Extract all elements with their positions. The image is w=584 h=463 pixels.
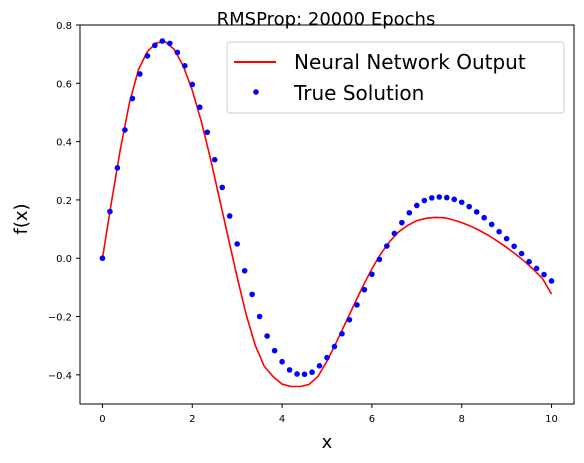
true-solution-point <box>196 104 203 111</box>
true-solution-point <box>548 278 555 284</box>
axis-ticks: 0 2 4 6 8 10 −0.4 −0.2 0.0 0.2 0.4 0.6 0.8 <box>48 21 558 425</box>
true-solution-point <box>376 256 383 263</box>
y-tick-label: 0.4 <box>56 138 72 149</box>
true-solution-point <box>144 53 151 59</box>
true-solution-point <box>129 95 136 102</box>
true-solution-point <box>167 40 173 47</box>
true-solution-point <box>249 291 255 298</box>
true-solution-point <box>541 271 547 278</box>
x-axis-label: x <box>322 432 333 453</box>
true-solution-point <box>406 209 413 216</box>
true-solution-point <box>481 214 487 221</box>
true-solution-point <box>211 156 218 163</box>
true-solution-point <box>234 241 240 247</box>
y-tick-label: 0.0 <box>56 254 72 265</box>
true-solution-point <box>496 228 502 235</box>
true-solution-point <box>189 81 196 88</box>
true-solution-point <box>137 71 143 77</box>
true-solution-point <box>219 184 226 191</box>
true-solution-point <box>122 127 128 133</box>
true-solution-point <box>526 258 532 265</box>
y-tick-label: −0.2 <box>48 313 72 324</box>
true-solution-point <box>286 367 293 373</box>
true-solution-point <box>414 202 420 209</box>
true-solution-point <box>533 265 540 272</box>
true-solution-point <box>503 235 510 242</box>
legend-frame <box>226 41 565 114</box>
y-tick-label: 0.2 <box>56 196 72 207</box>
true-solution-point <box>354 302 360 308</box>
chart-title: RMSProp: 20000 Epochs <box>217 9 436 30</box>
true-solution-point <box>301 371 308 378</box>
true-solution-point <box>316 363 323 369</box>
true-solution-point <box>294 371 300 377</box>
legend-label-true-solution: True Solution <box>293 81 424 105</box>
true-solution-point <box>279 358 285 365</box>
y-tick-label: −0.4 <box>48 371 72 382</box>
true-solution-point <box>256 313 263 320</box>
true-solution-point <box>99 255 106 262</box>
true-solution-point <box>451 196 458 203</box>
true-solution-point <box>473 209 480 215</box>
true-solution-point <box>174 49 181 56</box>
true-solution-point <box>331 343 338 350</box>
x-tick-label: 6 <box>369 414 375 425</box>
true-solution-point <box>428 195 435 201</box>
true-solution-point <box>346 316 353 323</box>
legend-label-neural-network-output: Neural Network Output <box>294 50 526 74</box>
axes-frame <box>79 24 575 405</box>
true-solution-point <box>181 63 188 69</box>
y-tick-label: 0.6 <box>56 79 72 90</box>
legend: Neural Network Output True Solution <box>226 41 565 114</box>
true-solution-point <box>339 330 345 337</box>
true-solution-point <box>511 243 517 250</box>
x-tick-label: 0 <box>99 414 105 425</box>
true-solution-point <box>518 250 525 257</box>
x-tick-label: 8 <box>459 414 465 425</box>
true-solution-point <box>466 203 473 210</box>
true-solution-point <box>458 199 465 206</box>
true-solution-point <box>324 354 330 361</box>
true-solution-point <box>488 221 495 228</box>
legend-marker-swatch <box>253 89 259 95</box>
true-solution-point <box>204 129 211 136</box>
y-tick-label: 0.8 <box>56 21 72 32</box>
true-solution-point <box>436 194 443 200</box>
true-solution-point <box>226 213 233 219</box>
true-solution-point <box>271 347 278 354</box>
x-tick-label: 10 <box>545 414 558 425</box>
true-solution-point <box>361 286 368 293</box>
series-layer <box>99 38 555 388</box>
y-axis-label: f(x) <box>11 203 32 234</box>
true-solution-point <box>241 267 248 274</box>
true-solution-point <box>309 369 315 376</box>
true-solution-point <box>421 197 428 204</box>
true-solution-point <box>264 333 270 339</box>
true-solution-point <box>159 38 166 44</box>
true-solution-point <box>369 271 375 278</box>
true-solution-point <box>114 165 121 171</box>
x-tick-label: 4 <box>279 414 285 425</box>
true-solution-point <box>384 243 390 249</box>
x-tick-label: 2 <box>189 414 195 425</box>
true-solution-point <box>107 208 113 215</box>
true-solution-point <box>152 42 158 49</box>
true-solution-point <box>391 230 398 237</box>
true-solution-point <box>399 219 405 226</box>
true-solution-point <box>443 194 450 201</box>
